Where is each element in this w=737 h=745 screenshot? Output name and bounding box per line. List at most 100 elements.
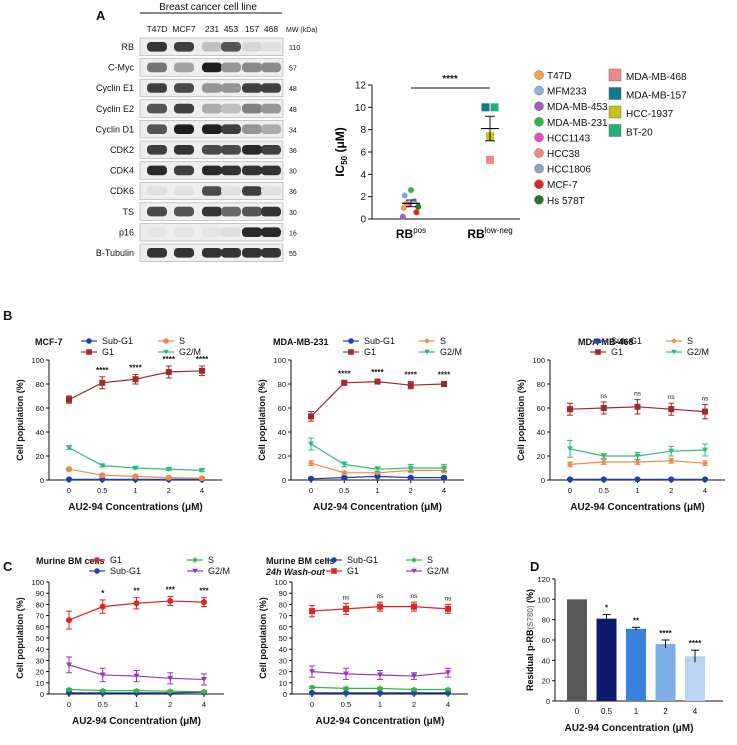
chart-title: MCF-7 bbox=[35, 337, 63, 347]
data-point bbox=[490, 103, 499, 112]
mw-label: 36 bbox=[289, 148, 297, 155]
blot-band bbox=[221, 124, 241, 134]
y-tick-label: 60 bbox=[542, 636, 550, 645]
y-tick-label: 80 bbox=[279, 600, 287, 609]
blot-band bbox=[147, 165, 167, 176]
series-line bbox=[310, 380, 445, 417]
protein-label: p16 bbox=[119, 227, 134, 237]
data-point bbox=[600, 476, 607, 483]
significance-label: ** bbox=[633, 616, 640, 625]
y-tick-label: 40 bbox=[36, 428, 44, 437]
legend-label: G2/M bbox=[440, 347, 462, 357]
blot-band bbox=[221, 186, 241, 196]
legend-label: G2/M bbox=[427, 566, 449, 576]
y-tick-label: 60 bbox=[36, 623, 44, 632]
data-point bbox=[343, 685, 349, 692]
blot-band bbox=[242, 103, 262, 114]
significance-label: ns bbox=[600, 393, 608, 400]
y-tick-label: 60 bbox=[36, 404, 44, 413]
blot-band bbox=[147, 227, 167, 237]
data-point bbox=[401, 192, 408, 199]
x-tick-label: 0 bbox=[575, 707, 580, 716]
blot-band bbox=[147, 145, 167, 155]
y-tick-label: 50 bbox=[279, 634, 287, 643]
x-tick-label: 2 bbox=[412, 700, 416, 709]
blot-band bbox=[221, 145, 241, 155]
significance-label: ns bbox=[411, 593, 419, 600]
blot-band bbox=[261, 206, 281, 217]
x-tick-label: 4 bbox=[202, 700, 206, 709]
significance-label: ** bbox=[133, 587, 140, 596]
data-point bbox=[600, 453, 607, 459]
protein-label: CDK2 bbox=[110, 145, 134, 155]
blot-band bbox=[202, 83, 222, 93]
legend-label: G1 bbox=[102, 347, 114, 357]
significance-label: **** bbox=[405, 371, 418, 380]
y-tick-label: 2 bbox=[360, 192, 366, 203]
data-point bbox=[66, 662, 72, 668]
data-point bbox=[133, 600, 140, 607]
blot-band bbox=[202, 227, 222, 237]
y-tick-label: 20 bbox=[537, 452, 545, 461]
legend-label: HCC1143 bbox=[547, 133, 591, 144]
data-point bbox=[341, 462, 348, 468]
legend-swatch bbox=[534, 195, 544, 205]
legend-swatch bbox=[534, 85, 544, 96]
blot-band bbox=[147, 62, 167, 73]
x-tick-label: 0.5 bbox=[339, 486, 349, 495]
protein-label: C-Myc bbox=[108, 63, 134, 73]
significance-label: ns bbox=[445, 595, 453, 602]
x-tick-label: 0.5 bbox=[97, 486, 107, 495]
x-tick-label: 1 bbox=[134, 700, 138, 709]
data-point bbox=[399, 213, 406, 220]
data-point bbox=[668, 406, 675, 413]
significance-label: **** bbox=[438, 371, 451, 380]
data-point bbox=[341, 379, 348, 386]
data-point bbox=[308, 460, 314, 467]
data-point bbox=[567, 461, 573, 468]
data-point bbox=[199, 468, 205, 474]
x-tick-label: 4 bbox=[446, 700, 450, 709]
blot-band bbox=[202, 103, 222, 114]
data-point bbox=[132, 465, 139, 471]
data-point bbox=[99, 603, 106, 610]
blot-band bbox=[261, 186, 281, 196]
y-tick-label: 0 bbox=[546, 697, 550, 706]
legend-label: Sub-G1 bbox=[364, 336, 395, 346]
legend-label: S bbox=[687, 336, 693, 346]
data-point bbox=[99, 476, 106, 483]
legend-label: HCC-1937 bbox=[626, 109, 674, 120]
legend-swatch bbox=[608, 87, 622, 100]
mw-label: 55 bbox=[289, 251, 297, 258]
blot-band bbox=[174, 145, 194, 155]
panel-letter-a: A bbox=[96, 8, 106, 23]
chart-title: MDA-MB-468 bbox=[578, 337, 634, 347]
x-tick-label: 2 bbox=[669, 486, 673, 495]
blot-band bbox=[242, 145, 262, 155]
x-tick-label: 0 bbox=[310, 700, 314, 709]
blot-band bbox=[261, 145, 281, 155]
data-point bbox=[99, 672, 106, 678]
blot-band bbox=[202, 62, 222, 73]
legend-label: G2/M bbox=[208, 566, 230, 576]
blot-band bbox=[242, 206, 262, 217]
y-tick-label: 40 bbox=[36, 645, 44, 654]
significance-label: *** bbox=[166, 586, 176, 595]
legend-marker bbox=[86, 338, 92, 344]
legend-marker bbox=[331, 568, 337, 574]
chart-title: MDA-MB-231 bbox=[273, 337, 329, 347]
legend-marker bbox=[348, 349, 354, 355]
x-tick-label: 4 bbox=[693, 707, 698, 716]
data-point bbox=[408, 186, 414, 193]
legend-label: Sub-G1 bbox=[611, 336, 642, 346]
bar bbox=[685, 656, 705, 701]
blot-band bbox=[221, 103, 241, 114]
blot-band bbox=[221, 165, 241, 176]
y-tick-label: 30 bbox=[36, 656, 44, 665]
y-tick-label: 60 bbox=[279, 623, 287, 632]
x-tick-label: 4 bbox=[200, 486, 204, 495]
y-tick-label: 100 bbox=[31, 578, 44, 587]
data-point bbox=[567, 446, 573, 452]
data-point bbox=[377, 689, 383, 696]
blot-band bbox=[174, 206, 194, 217]
